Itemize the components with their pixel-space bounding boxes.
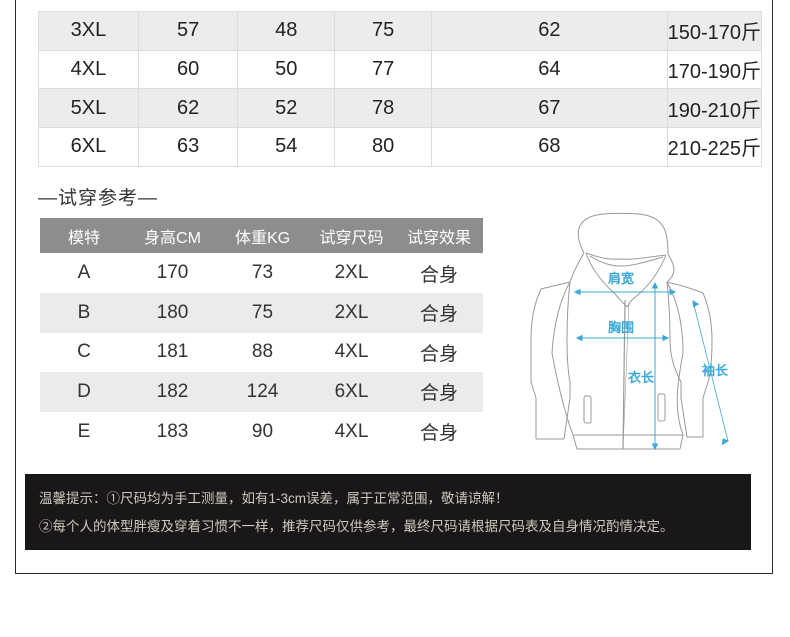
svg-text:胸围: 胸围 bbox=[608, 320, 634, 335]
svg-text:肩宽: 肩宽 bbox=[608, 271, 634, 286]
svg-text:袖长: 袖长 bbox=[702, 363, 729, 378]
svg-text:衣长: 衣长 bbox=[628, 370, 655, 385]
